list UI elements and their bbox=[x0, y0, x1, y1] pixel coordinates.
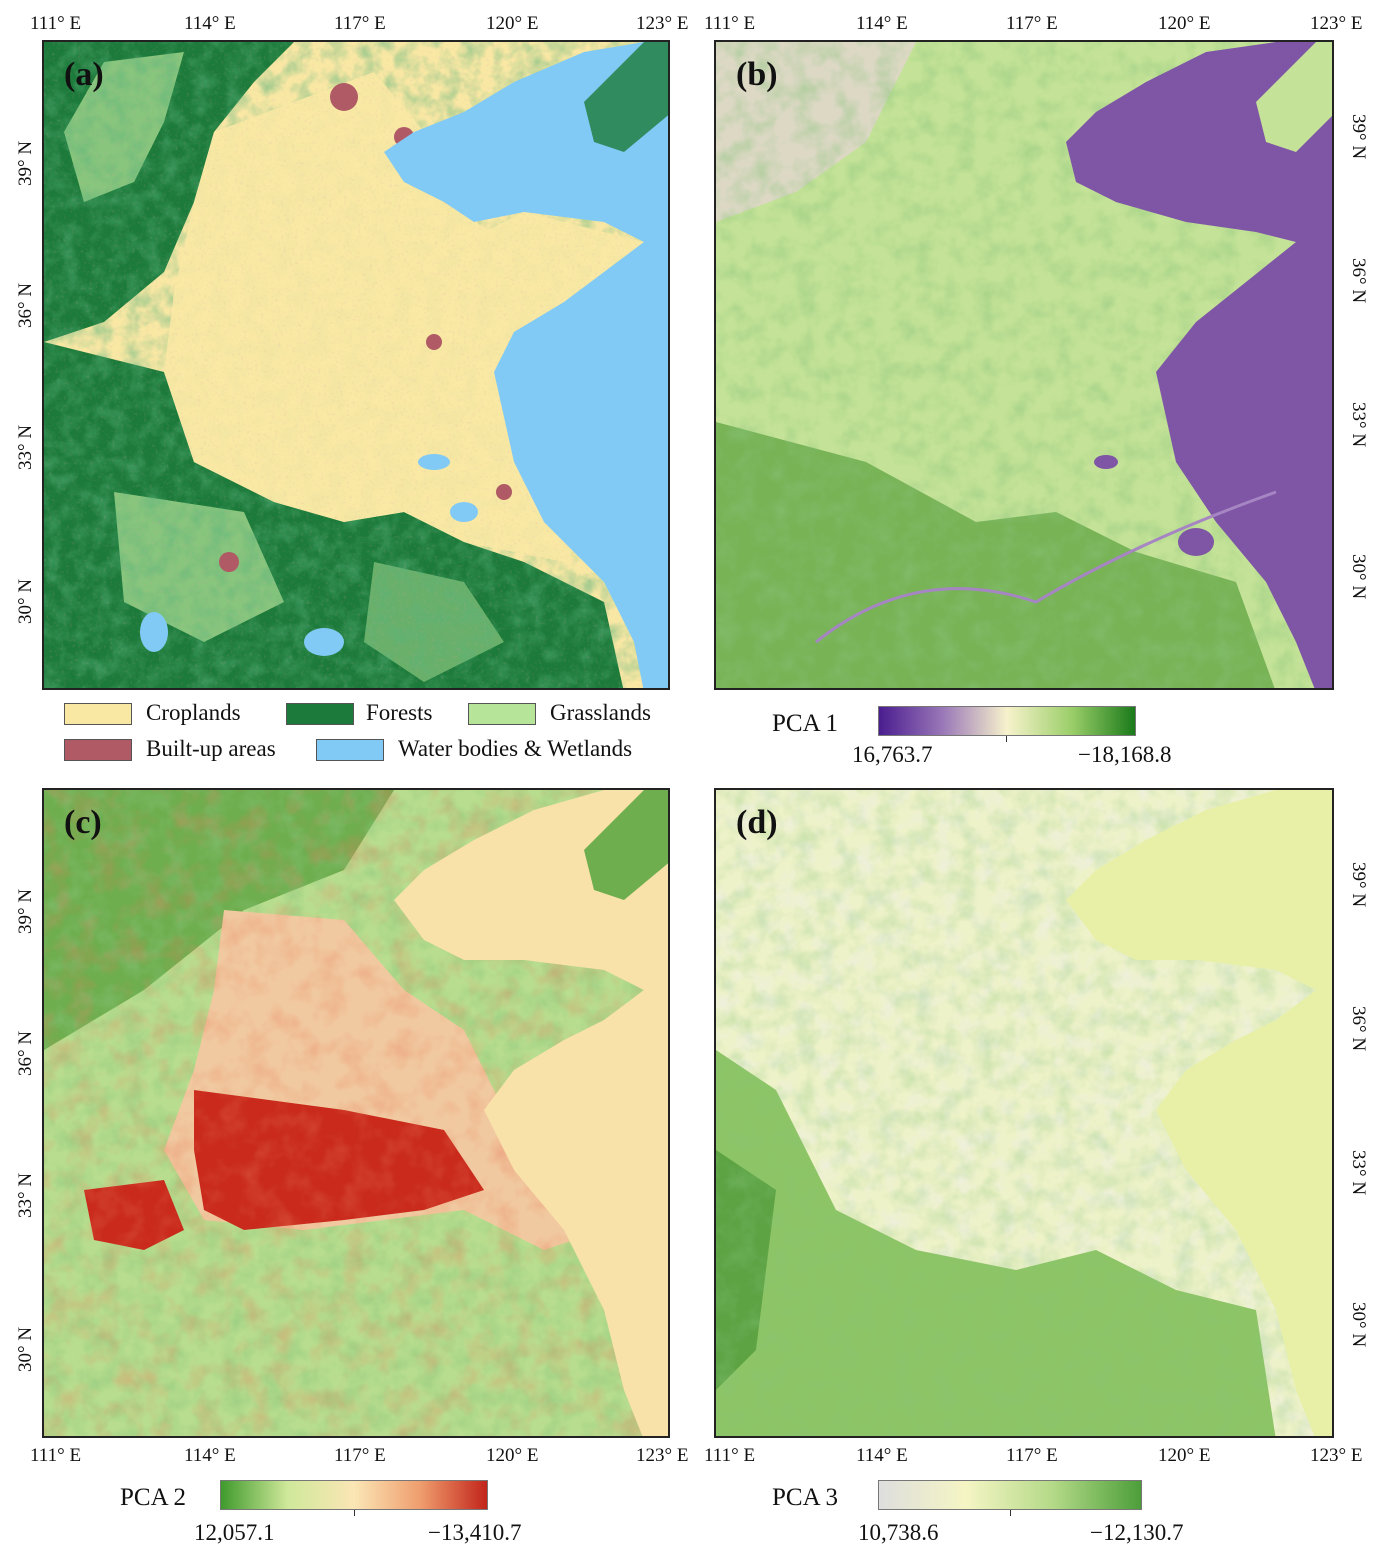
lat-tick: 30° N bbox=[1348, 554, 1369, 600]
legend-swatch-forests bbox=[286, 703, 354, 725]
panel-d-pca3-map: (d) bbox=[714, 788, 1334, 1438]
pca3-colorbar bbox=[878, 1480, 1142, 1510]
pca1-colorbar bbox=[878, 706, 1136, 736]
pca2-max-label: −13,410.7 bbox=[428, 1520, 522, 1545]
lon-tick: 111° E bbox=[30, 1445, 82, 1466]
panel-a-land-cover-map: (a) bbox=[42, 40, 670, 690]
lat-tick: 39° N bbox=[15, 140, 36, 186]
lat-tick: 36° N bbox=[1348, 1006, 1369, 1052]
lon-tick: 117° E bbox=[1006, 1445, 1058, 1466]
legend-swatch-grasslands bbox=[468, 703, 536, 725]
pca2-min-label: 12,057.1 bbox=[194, 1520, 275, 1545]
pca3-min-label: 10,738.6 bbox=[858, 1520, 939, 1545]
pca3-colorbar-title: PCA 3 bbox=[772, 1484, 839, 1511]
legend-label-grasslands: Grasslands bbox=[550, 700, 651, 725]
lon-tick: 114° E bbox=[856, 13, 908, 34]
lon-tick: 123° E bbox=[1310, 1445, 1363, 1466]
pca2-colorbar-title: PCA 2 bbox=[120, 1484, 187, 1511]
pca1-min-label: 16,763.7 bbox=[852, 742, 933, 767]
pca1-colorbar-tick bbox=[1006, 736, 1007, 742]
panel-c-label: (c) bbox=[64, 804, 102, 841]
pca1-max-label: −18,168.8 bbox=[1078, 742, 1172, 767]
lon-tick: 117° E bbox=[1006, 13, 1058, 34]
lon-tick: 111° E bbox=[704, 1445, 756, 1466]
lat-tick: 30° N bbox=[15, 578, 36, 624]
lat-tick: 36° N bbox=[1348, 258, 1369, 304]
lat-tick: 36° N bbox=[15, 1030, 36, 1076]
lat-tick: 33° N bbox=[15, 424, 36, 470]
lon-tick: 120° E bbox=[1158, 1445, 1211, 1466]
legend-swatch-water bbox=[316, 739, 384, 761]
lon-tick: 117° E bbox=[334, 13, 386, 34]
lon-tick: 111° E bbox=[704, 13, 756, 34]
lon-tick: 120° E bbox=[486, 13, 539, 34]
lon-tick: 123° E bbox=[636, 13, 689, 34]
panel-d-label: (d) bbox=[736, 804, 778, 841]
lat-tick: 39° N bbox=[1348, 862, 1369, 908]
lat-tick: 33° N bbox=[15, 1172, 36, 1218]
lat-tick: 33° N bbox=[1348, 1150, 1369, 1196]
lat-tick: 36° N bbox=[15, 282, 36, 328]
lat-tick: 30° N bbox=[15, 1326, 36, 1372]
lon-tick: 123° E bbox=[636, 1445, 689, 1466]
pca3-colorbar-tick bbox=[1010, 1510, 1011, 1516]
panel-a-label: (a) bbox=[64, 56, 104, 93]
legend-label-built-up: Built-up areas bbox=[146, 736, 276, 761]
pca1-colorbar-title: PCA 1 bbox=[772, 710, 839, 737]
legend-label-forests: Forests bbox=[366, 700, 433, 725]
lat-tick: 30° N bbox=[1348, 1302, 1369, 1348]
lat-tick: 39° N bbox=[1348, 114, 1369, 160]
lon-tick: 114° E bbox=[184, 1445, 236, 1466]
panel-b-pca1-map: (b) bbox=[714, 40, 1334, 690]
pca2-colorbar bbox=[220, 1480, 488, 1510]
panel-c-pca2-map: (c) bbox=[42, 788, 670, 1438]
lon-tick: 117° E bbox=[334, 1445, 386, 1466]
legend-swatch-built-up bbox=[64, 739, 132, 761]
lon-tick: 120° E bbox=[486, 1445, 539, 1466]
legend-label-water: Water bodies & Wetlands bbox=[398, 736, 633, 761]
panel-b-label: (b) bbox=[736, 56, 778, 93]
legend-swatch-croplands bbox=[64, 703, 132, 725]
lat-tick: 39° N bbox=[15, 888, 36, 934]
legend-label-croplands: Croplands bbox=[146, 700, 241, 725]
lat-tick: 33° N bbox=[1348, 402, 1369, 448]
pca2-colorbar-tick bbox=[354, 1510, 355, 1516]
pca3-max-label: −12,130.7 bbox=[1090, 1520, 1184, 1545]
lon-tick: 114° E bbox=[856, 1445, 908, 1466]
lon-tick: 123° E bbox=[1310, 13, 1363, 34]
lon-tick: 111° E bbox=[30, 13, 82, 34]
lon-tick: 120° E bbox=[1158, 13, 1211, 34]
lon-tick: 114° E bbox=[184, 13, 236, 34]
